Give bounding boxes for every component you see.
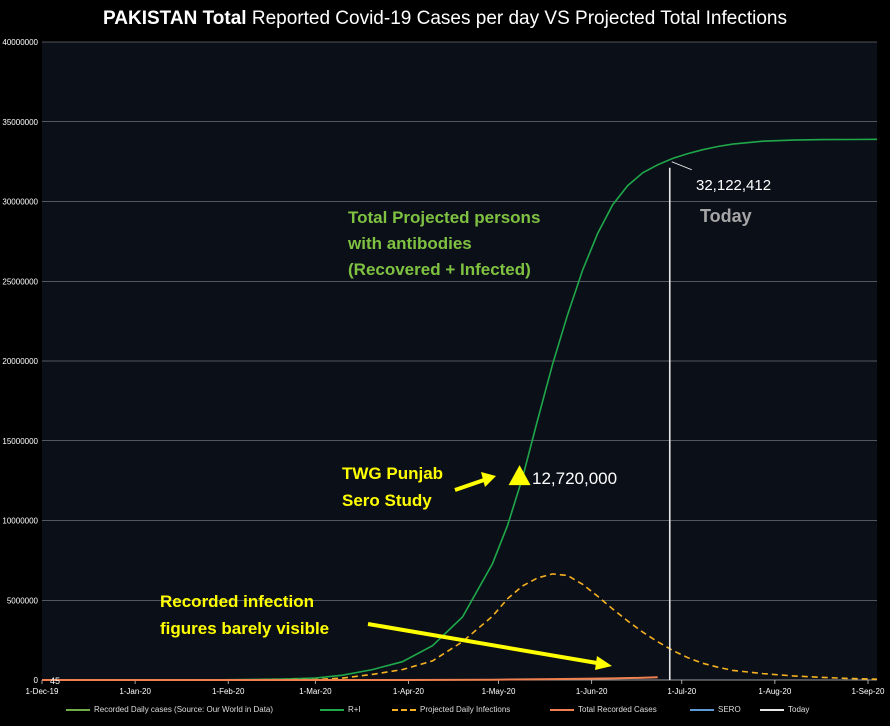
y-tick-label: 25000000 — [2, 277, 38, 286]
legend-recorded-daily: Recorded Daily cases (Source: Our World … — [66, 705, 273, 714]
y-tick-label: 15000000 — [2, 437, 38, 446]
annotation-antibodies-line3: (Recovered + Infected) — [348, 260, 531, 279]
y-tick-label: 10000000 — [2, 517, 38, 526]
legend-label: Recorded Daily cases (Source: Our World … — [94, 705, 274, 714]
y-tick-label: 30000000 — [2, 198, 38, 207]
legend-today: Today — [760, 705, 809, 714]
legend-label: R+I — [348, 705, 361, 714]
x-tick-label: 1-Sep-20 — [852, 687, 885, 696]
legend-swatch — [690, 708, 714, 711]
arrow-to-sero — [454, 478, 485, 492]
annotation-recorded-line1: Recorded infection — [160, 592, 314, 611]
legend-swatch — [320, 708, 344, 711]
x-tick-label: 1-Apr-20 — [393, 687, 425, 696]
legend-label: Total Recorded Cases — [578, 705, 657, 714]
x-tick-label: 1-Dec-19 — [26, 687, 59, 696]
chart-title-rest: Reported Covid-19 Cases per day VS Proje… — [251, 8, 787, 29]
today-value-label: 32,122,412 — [696, 177, 771, 194]
legend-swatch — [550, 708, 574, 711]
annotation-antibodies: Total Projected persons with antibodies … — [347, 208, 540, 279]
legend-swatch — [66, 708, 90, 711]
series-layer — [41, 138, 878, 681]
legend-label: SERO — [718, 705, 741, 714]
legend-projected-daily: Projected Daily Infections — [392, 705, 510, 714]
annotation-sero-line1: TWG Punjab — [342, 464, 443, 483]
sero-marker — [508, 465, 531, 486]
chart-title-bold: PAKISTAN Total — [103, 8, 247, 29]
legend-label: Today — [788, 705, 810, 714]
y-tick-label: 5000000 — [7, 596, 39, 605]
legend: Recorded Daily cases (Source: Our World … — [0, 705, 890, 723]
series-line-r-i — [41, 138, 878, 681]
y-tick-label: 0 — [34, 676, 39, 685]
legend-swatch — [760, 708, 784, 711]
today-label: Today — [700, 206, 752, 226]
first-value-label: 45 — [50, 676, 60, 686]
series-line-total-recorded-cases — [42, 676, 658, 681]
annotation-recorded: Recorded infection figures barely visibl… — [160, 592, 329, 638]
x-tick-label: 1-Feb-20 — [212, 687, 245, 696]
legend-sero: SERO — [690, 705, 741, 714]
annotation-sero: TWG Punjab Sero Study — [342, 464, 443, 510]
annotation-antibodies-line1: Total Projected persons — [348, 208, 540, 227]
y-axis-ticks: 0 5000000 10000000 15000000 20000000 25000000… — [2, 38, 38, 685]
legend-r-plus-i: R+I — [320, 705, 361, 714]
legend-total-recorded: Total Recorded Cases — [550, 705, 657, 714]
arrow-to-recorded — [367, 622, 598, 665]
series-line-projected-daily-infections — [41, 573, 878, 681]
annotation-antibodies-line2: with antibodies — [347, 234, 472, 253]
legend-swatch — [392, 708, 416, 711]
legend-label: Projected Daily Infections — [420, 705, 511, 714]
x-tick-label: 1-Jul-20 — [667, 687, 696, 696]
annotation-recorded-line2: figures barely visible — [160, 619, 329, 638]
marker-layer — [508, 161, 692, 680]
x-tick-label: 1-Jan-20 — [119, 687, 151, 696]
y-tick-label: 40000000 — [2, 38, 38, 47]
x-axis-ticks: 1-Dec-19 1-Jan-20 1-Feb-20 1-Mar-20 1-Apr-20… — [26, 680, 885, 696]
arrow-to-sero-head — [481, 472, 496, 487]
x-tick-label: 1-Mar-20 — [299, 687, 332, 696]
annotation-sero-line2: Sero Study — [342, 491, 432, 510]
sero-value-label: 12,720,000 — [532, 469, 617, 488]
x-tick-label: 1-May-20 — [482, 687, 516, 696]
chart-title: PAKISTAN Total Reported Covid-19 Cases p… — [0, 8, 890, 30]
arrow-to-recorded-head — [595, 656, 612, 670]
today-leader — [671, 161, 692, 171]
x-tick-label: 1-Jun-20 — [576, 687, 608, 696]
y-tick-label: 35000000 — [2, 118, 38, 127]
y-tick-label: 20000000 — [2, 357, 38, 366]
x-tick-label: 1-Aug-20 — [758, 687, 791, 696]
